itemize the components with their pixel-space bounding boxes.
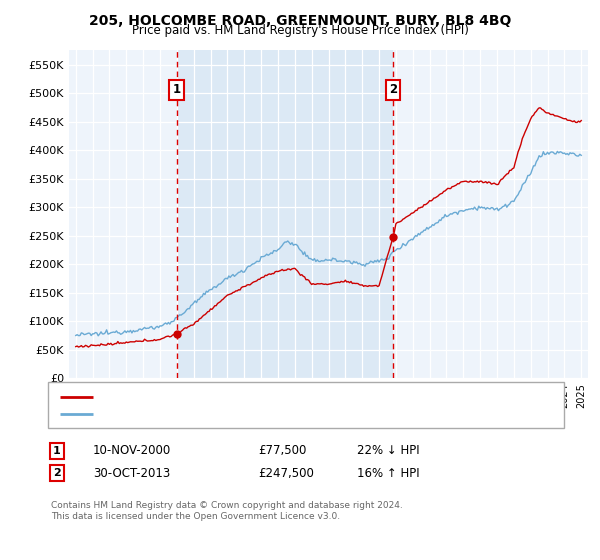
- Text: Contains HM Land Registry data © Crown copyright and database right 2024.
This d: Contains HM Land Registry data © Crown c…: [51, 501, 403, 521]
- Text: 1: 1: [173, 83, 181, 96]
- Text: Price paid vs. HM Land Registry's House Price Index (HPI): Price paid vs. HM Land Registry's House …: [131, 24, 469, 37]
- Text: 30-OCT-2013: 30-OCT-2013: [93, 466, 170, 480]
- Text: £247,500: £247,500: [258, 466, 314, 480]
- Text: 205, HOLCOMBE ROAD, GREENMOUNT, BURY, BL8 4BQ: 205, HOLCOMBE ROAD, GREENMOUNT, BURY, BL…: [89, 14, 511, 28]
- Text: 16% ↑ HPI: 16% ↑ HPI: [357, 466, 419, 480]
- Text: 22% ↓ HPI: 22% ↓ HPI: [357, 444, 419, 458]
- Text: 2: 2: [53, 468, 61, 478]
- Bar: [177, 50, 393, 378]
- Text: 205, HOLCOMBE ROAD, GREENMOUNT, BURY, BL8 4BQ (detached house): 205, HOLCOMBE ROAD, GREENMOUNT, BURY, BL…: [100, 391, 482, 402]
- Text: 2: 2: [389, 83, 397, 96]
- Text: 1: 1: [53, 446, 61, 456]
- Text: £77,500: £77,500: [258, 444, 307, 458]
- Text: 10-NOV-2000: 10-NOV-2000: [93, 444, 171, 458]
- Text: HPI: Average price, detached house, Bury: HPI: Average price, detached house, Bury: [100, 409, 317, 419]
